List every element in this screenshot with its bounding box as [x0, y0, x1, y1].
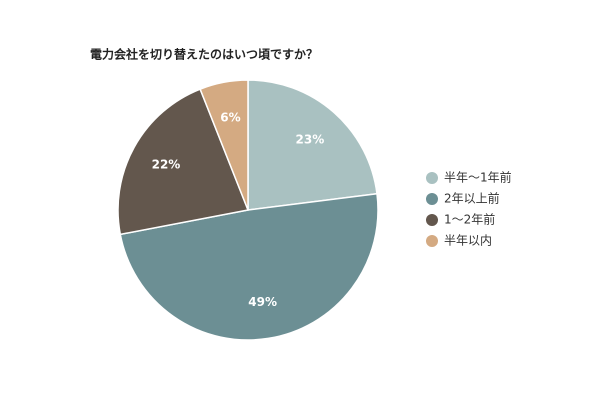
legend-label: 半年〜1年前: [444, 170, 512, 185]
pie-slice: [247, 79, 378, 211]
chart-title: 電力会社を切り替えたのはいつ頃ですか？: [90, 47, 318, 62]
legend-label: 2年以上前: [444, 191, 500, 206]
pie-slice: [117, 88, 250, 236]
slice-label: 6%: [220, 111, 240, 125]
pie-slice: [119, 192, 379, 341]
slice-label: 22%: [152, 157, 181, 171]
legend-marker: [426, 172, 438, 184]
legend-label: 1〜2年前: [444, 212, 495, 227]
legend-marker: [426, 214, 438, 226]
legend-marker: [426, 235, 438, 247]
legend-marker: [426, 193, 438, 205]
legend-label: 半年以内: [444, 234, 492, 248]
slice-label: 23%: [296, 132, 325, 146]
pie-slice: [199, 79, 249, 211]
slice-label: 49%: [248, 295, 277, 309]
